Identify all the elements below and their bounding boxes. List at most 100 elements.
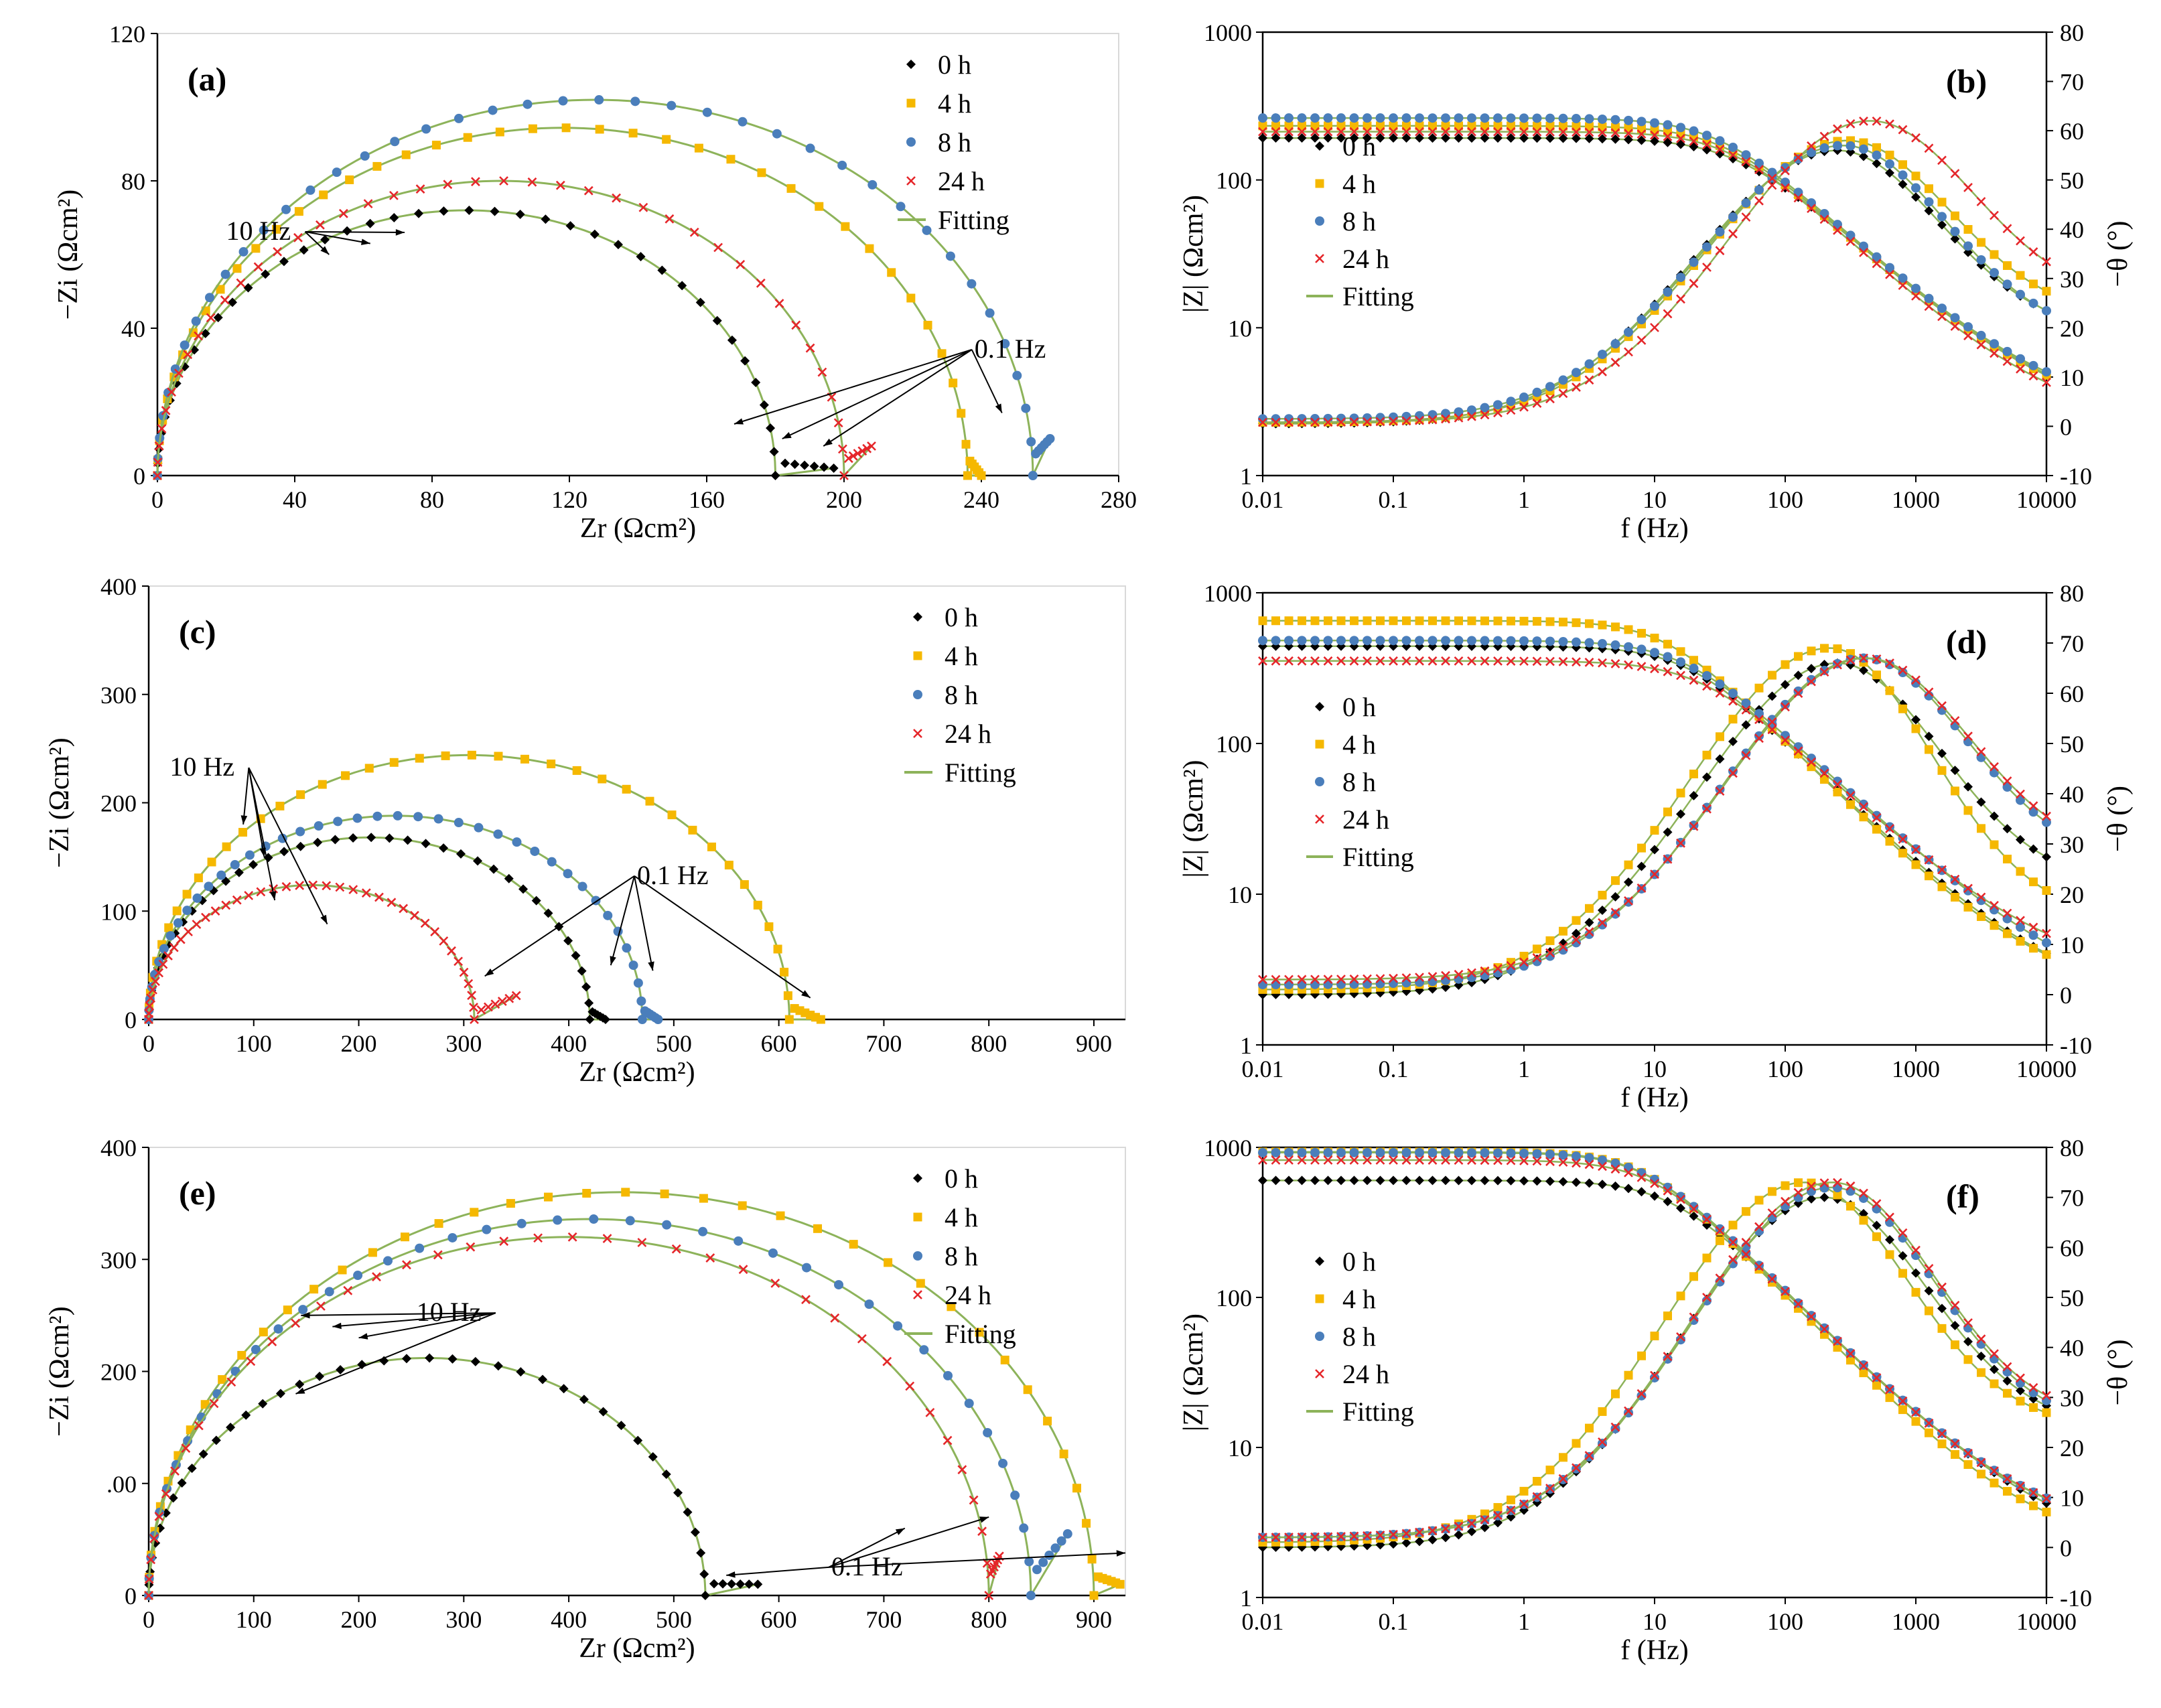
data-point-phase xyxy=(1506,397,1516,407)
annotation-arrow xyxy=(305,231,370,244)
data-point-magnitude xyxy=(1532,113,1542,123)
data-point-phase xyxy=(1781,699,1790,709)
data-point-magnitude xyxy=(1284,127,1294,137)
data-point-magnitude xyxy=(1533,617,1541,626)
data-point xyxy=(527,177,537,187)
data-point-magnitude xyxy=(2042,367,2051,377)
data-point-magnitude xyxy=(1284,121,1294,131)
data-point-magnitude xyxy=(1310,127,1320,137)
data-point-phase xyxy=(1506,405,1516,415)
data-point xyxy=(511,991,521,1001)
y2-tick-label: 10 xyxy=(2060,932,2084,958)
legend-swatch xyxy=(1315,702,1324,711)
data-point xyxy=(146,993,156,1003)
data-point-phase xyxy=(1598,1407,1607,1416)
data-point-phase xyxy=(1297,417,1307,427)
data-point xyxy=(363,199,373,209)
data-point-phase xyxy=(1532,1492,1542,1502)
legend-swatch xyxy=(1315,254,1324,263)
data-point-magnitude xyxy=(1572,114,1581,124)
data-point xyxy=(483,1002,493,1012)
data-point-magnitude xyxy=(1336,616,1346,626)
data-point-phase xyxy=(1754,185,1764,195)
data-point-phase xyxy=(1676,838,1685,848)
data-point-phase xyxy=(1702,1253,1712,1263)
data-point-phase xyxy=(2003,261,2012,271)
data-point-magnitude xyxy=(1833,788,1842,797)
y2-tick-label: 60 xyxy=(2060,681,2084,707)
data-point xyxy=(718,1579,728,1589)
data-point-magnitude xyxy=(1389,133,1398,143)
data-point xyxy=(348,885,358,895)
data-point xyxy=(906,293,916,303)
data-point-magnitude xyxy=(1598,127,1607,137)
data-point-phase xyxy=(1950,226,1960,236)
data-point xyxy=(667,810,677,820)
data-point-phase xyxy=(1924,143,1934,153)
data-point xyxy=(220,295,230,305)
annotation: 0.1 Hz xyxy=(484,860,811,999)
data-point-phase xyxy=(1415,973,1424,983)
data-point xyxy=(770,1278,780,1288)
data-point-magnitude xyxy=(1950,1439,1960,1449)
x-tick-label: 0.1 xyxy=(1379,1608,1409,1635)
data-point-magnitude xyxy=(1519,616,1529,626)
data-point-magnitude xyxy=(1584,638,1594,648)
data-point-phase xyxy=(1990,811,1999,821)
data-point-magnitude xyxy=(1480,121,1489,131)
data-point xyxy=(622,943,632,953)
data-point-magnitude xyxy=(1375,127,1385,137)
data-point-phase xyxy=(1977,1368,1985,1377)
data-point-magnitude xyxy=(1885,269,1894,279)
data-point-magnitude xyxy=(1715,688,1725,698)
legend-label: 24 h xyxy=(945,1280,991,1310)
data-point-phase xyxy=(1389,1530,1398,1539)
data-point xyxy=(949,378,958,388)
data-point-magnitude xyxy=(1781,735,1790,745)
y2-tick-label: -10 xyxy=(2060,1585,2092,1612)
data-point xyxy=(1072,1484,1082,1493)
data-point-phase xyxy=(1963,1318,1973,1328)
data-point xyxy=(558,96,568,106)
data-point xyxy=(352,813,362,823)
data-point xyxy=(757,168,766,177)
data-point-magnitude xyxy=(1977,912,1985,921)
data-point xyxy=(963,471,972,480)
data-point-magnitude xyxy=(1584,657,1594,667)
data-point-magnitude xyxy=(1545,133,1555,143)
x-tick-label: 1000 xyxy=(1892,486,1940,513)
nyquist-panel-c: 0 100 200 300 400 500 600 700 800 900010020030040… xyxy=(44,573,1126,1088)
data-point-phase xyxy=(1610,339,1620,349)
data-point-magnitude xyxy=(2028,930,2038,940)
data-point-magnitude xyxy=(2016,354,2025,364)
data-point-phase xyxy=(1310,1532,1320,1542)
data-point-magnitude xyxy=(1441,1155,1450,1165)
data-point-phase xyxy=(1793,686,1803,696)
data-point xyxy=(473,856,483,866)
data-point-phase xyxy=(1401,416,1411,426)
data-point-phase xyxy=(1715,754,1725,764)
data-point xyxy=(313,837,323,847)
fitting-curve xyxy=(147,836,606,1021)
data-point-magnitude xyxy=(1363,1147,1372,1157)
data-point-magnitude xyxy=(1911,1407,1921,1417)
data-point xyxy=(653,1015,663,1024)
data-point xyxy=(1024,1557,1034,1567)
data-point-magnitude xyxy=(1963,1460,1973,1470)
data-point-magnitude xyxy=(1519,127,1529,137)
data-point-magnitude xyxy=(1598,1161,1607,1171)
data-point-magnitude xyxy=(1624,1162,1633,1172)
data-point xyxy=(154,968,164,978)
data-point xyxy=(456,849,466,859)
data-point xyxy=(263,853,273,863)
legend-label: 0 h xyxy=(1342,1247,1376,1277)
data-point-phase xyxy=(1401,978,1411,988)
data-point-magnitude xyxy=(1271,1155,1281,1165)
data-point-phase xyxy=(1911,183,1921,193)
data-point-phase xyxy=(1467,973,1476,983)
data-point xyxy=(389,190,399,200)
data-point-phase xyxy=(1689,1272,1698,1281)
data-point xyxy=(724,861,734,870)
data-point-phase xyxy=(1702,263,1712,272)
data-point xyxy=(531,896,541,906)
